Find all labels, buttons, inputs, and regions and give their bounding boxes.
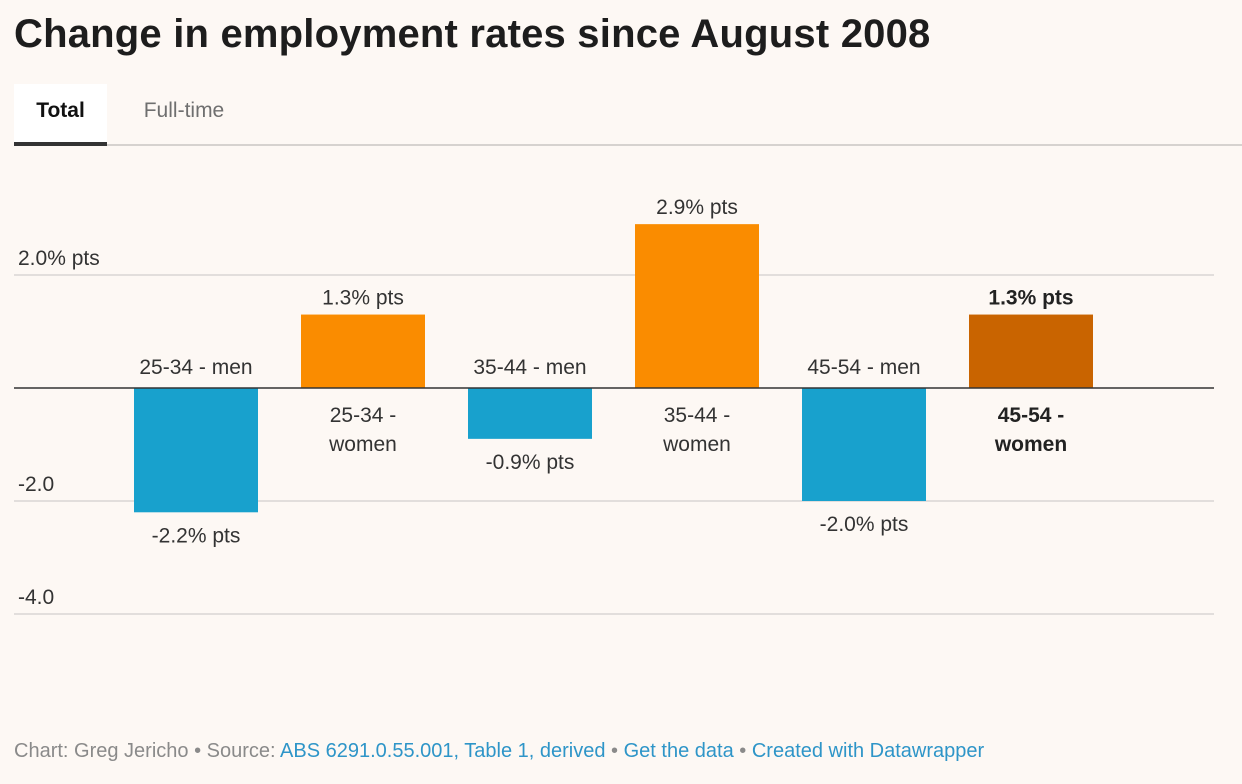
category-label: women <box>662 433 731 456</box>
source-link[interactable]: ABS 6291.0.55.001, Table 1, derived <box>280 740 606 762</box>
tab-full-time[interactable]: Full-time <box>143 99 225 122</box>
bar <box>134 388 258 513</box>
footer-separator: • <box>194 740 202 762</box>
chart-credit: Chart: Greg Jericho <box>14 740 189 762</box>
footer-separator: • <box>611 740 619 762</box>
chart-tabs: Total Full-time <box>14 84 1242 146</box>
bar <box>635 224 759 388</box>
datawrapper-link[interactable]: Created with Datawrapper <box>751 740 985 762</box>
chart-title: Change in employment rates since August … <box>14 12 931 56</box>
category-label: women <box>994 433 1067 456</box>
category-label: 45-54 - <box>998 404 1065 427</box>
data-label: 1.3% pts <box>988 287 1073 310</box>
bar <box>468 388 592 439</box>
category-label: 25-34 - men <box>139 356 252 379</box>
bar <box>802 388 926 501</box>
get-data-link[interactable]: Get the data <box>623 740 734 762</box>
y-tick-label: 2.0% pts <box>18 247 100 270</box>
bar <box>969 314 1093 388</box>
category-label: 35-44 - men <box>473 356 586 379</box>
data-label: -2.0% pts <box>820 513 909 536</box>
chart-footer: Chart: Greg Jericho • Source: ABS 6291.0… <box>14 740 984 763</box>
tab-total[interactable]: Total <box>14 84 107 146</box>
bar <box>301 314 425 388</box>
category-label: 35-44 - <box>664 404 731 427</box>
bar-chart: 2.0% pts -2.0 -4.0 25-34 - men -2.2% pts 1.3%… <box>14 196 1214 615</box>
y-tick-label: -2.0 <box>18 473 54 496</box>
y-tick-label: -4.0 <box>18 586 54 609</box>
footer-separator: • <box>739 740 747 762</box>
source-prefix: Source: <box>206 740 276 762</box>
data-label: 1.3% pts <box>322 287 404 310</box>
category-label: 45-54 - men <box>807 356 920 379</box>
category-label: women <box>328 433 397 456</box>
category-label: 25-34 - <box>330 404 397 427</box>
data-label: -2.2% pts <box>152 524 241 547</box>
data-label: 2.9% pts <box>656 196 738 219</box>
data-label: -0.9% pts <box>486 451 575 474</box>
